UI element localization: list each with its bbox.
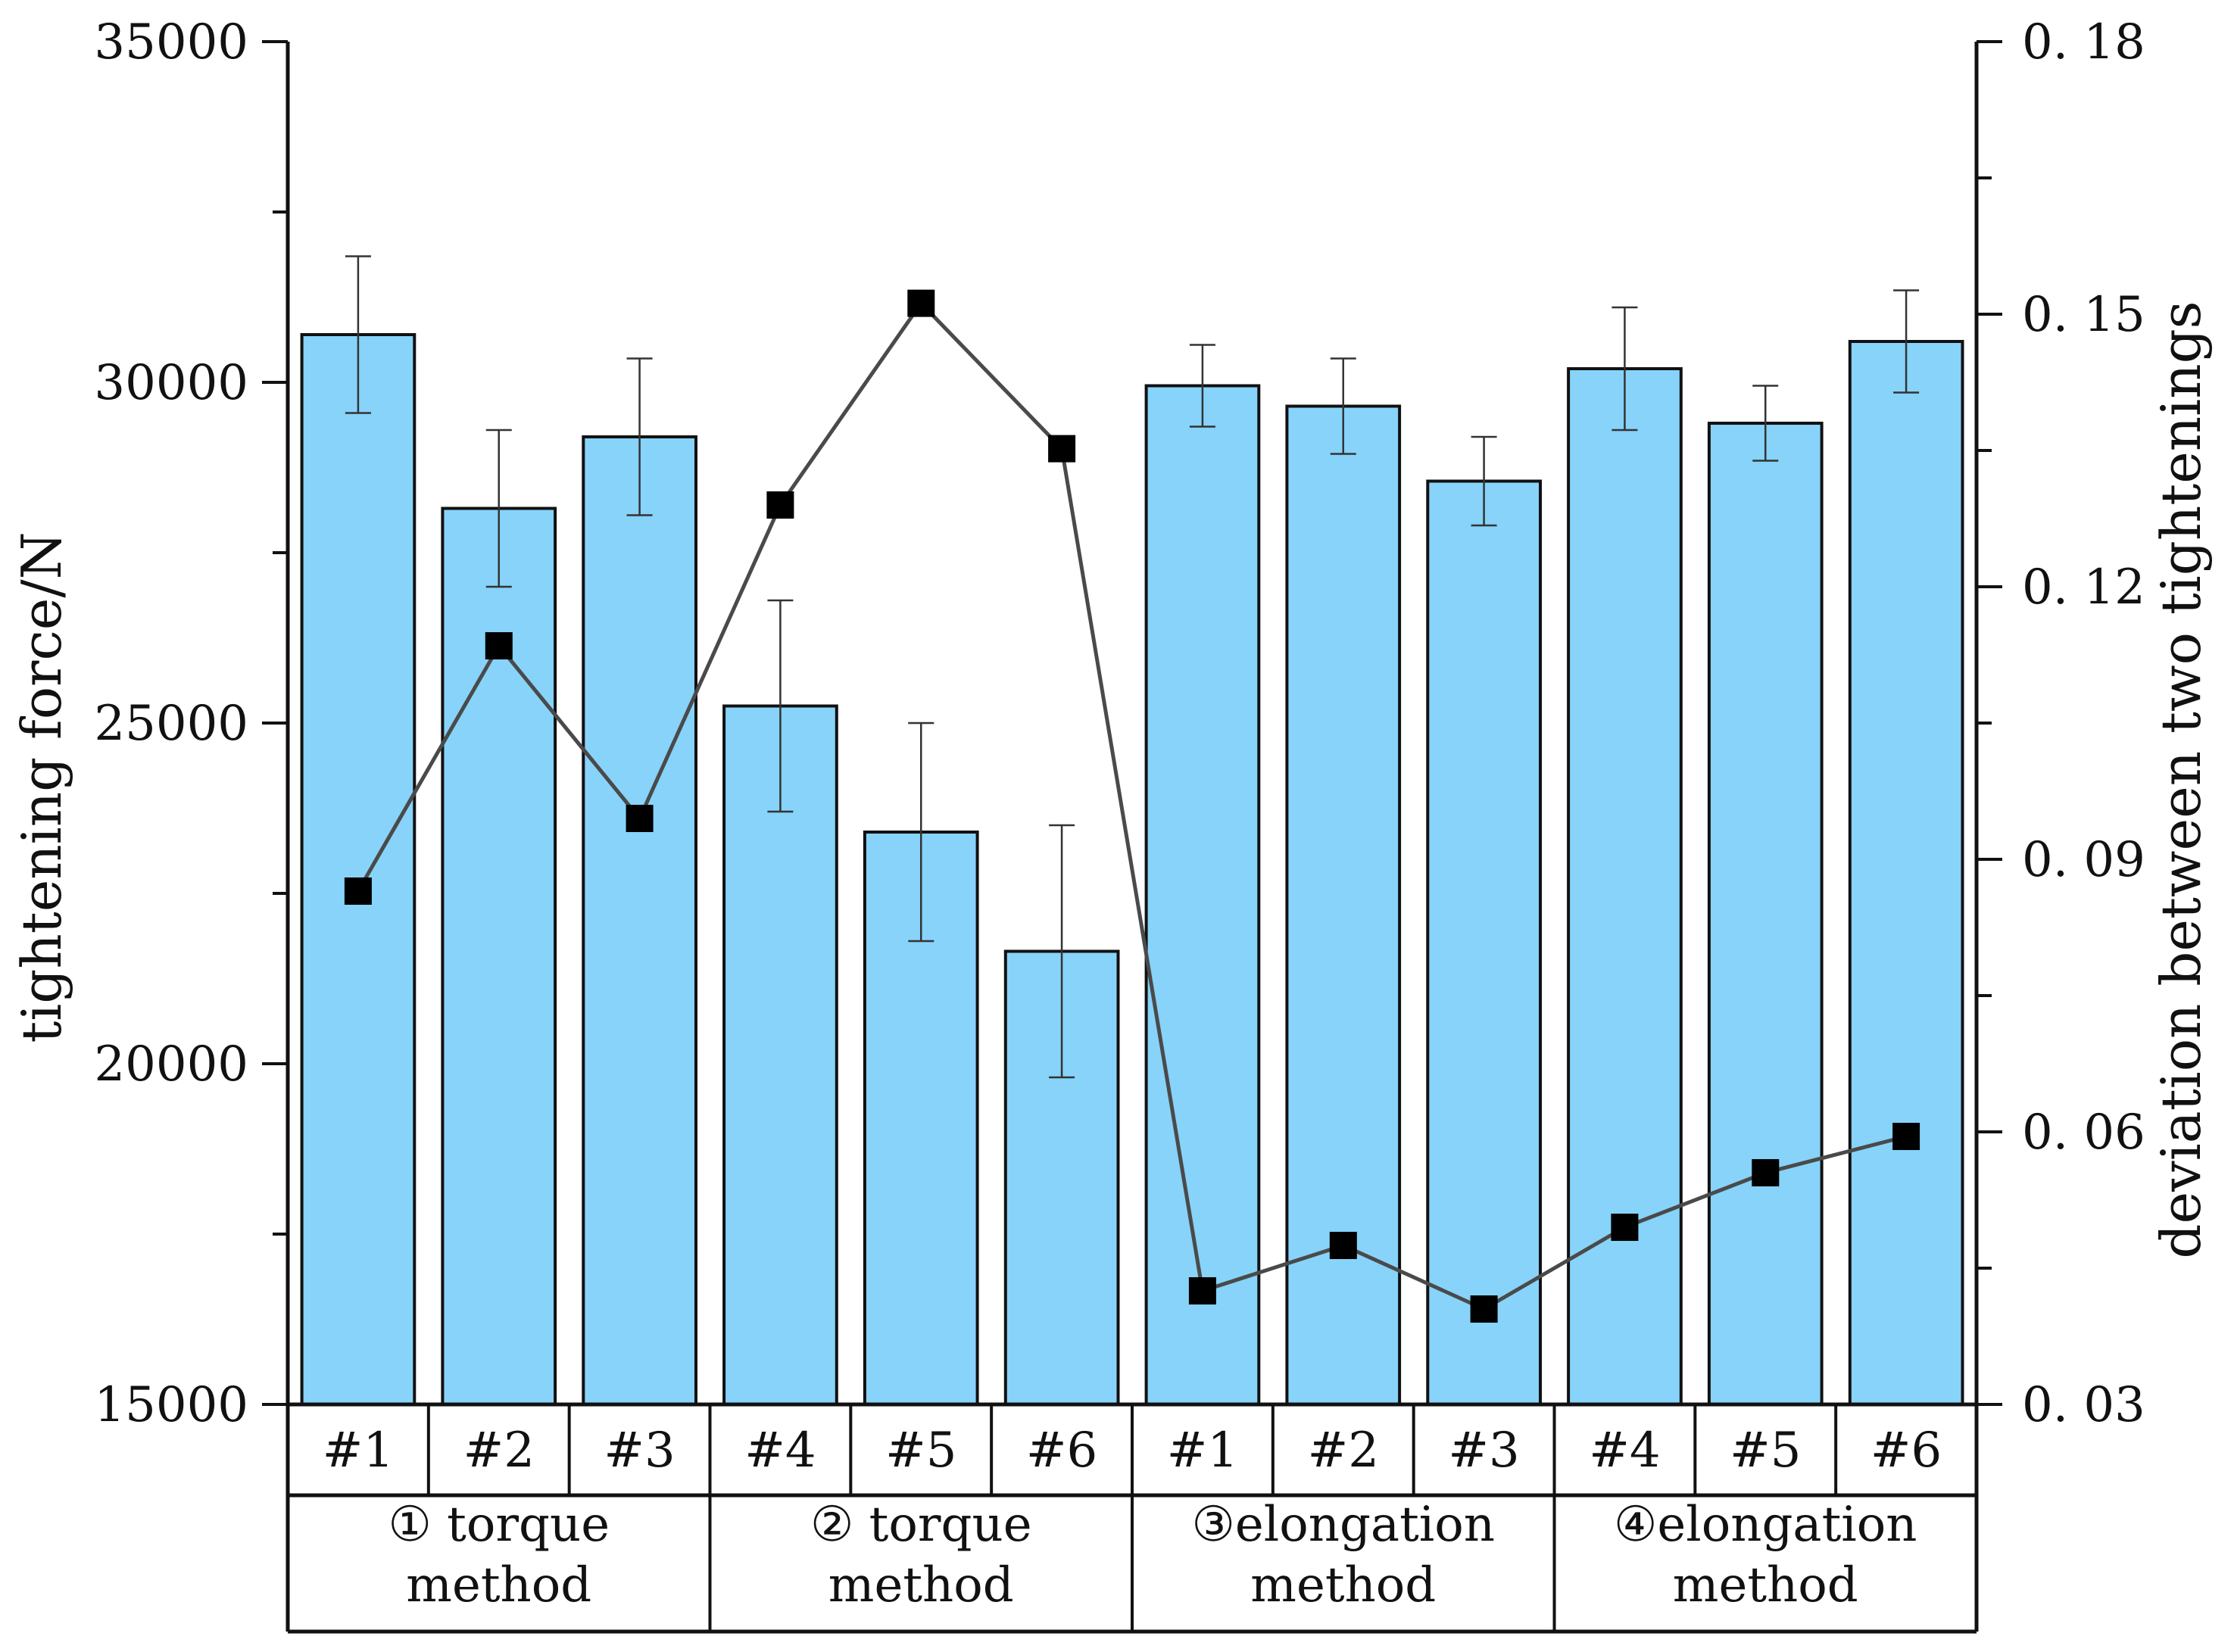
- error-bar-8: [1330, 357, 1356, 455]
- deviation-line: [356, 300, 1907, 1311]
- deviation-line-layer: [344, 289, 1920, 1323]
- category-label-3: #3: [604, 1423, 675, 1479]
- category-label-7: #1: [1167, 1423, 1238, 1479]
- deviation-point-2: [485, 632, 513, 659]
- error-bar-4: [767, 599, 794, 813]
- bar-7: [1144, 384, 1261, 1406]
- group-label-line1: ① torque: [388, 1497, 610, 1553]
- y2-axis-title: deviation between two tightenings: [2149, 301, 2213, 1258]
- group-label-line2: method: [406, 1557, 591, 1613]
- category-label-4: #4: [744, 1423, 816, 1479]
- axes-layer: 15000 20000 25000 30000 35000 0. 03 0. 06 0. 09…: [94, 14, 2145, 1433]
- y-tick-label: 35000: [94, 14, 248, 70]
- group-label-line1: ④elongation: [1614, 1497, 1917, 1553]
- category-label-8: #2: [1308, 1423, 1379, 1479]
- deviation-point-3: [626, 805, 654, 832]
- y-axis-title: tightening force/N: [10, 531, 73, 1043]
- bar-4: [722, 704, 838, 1406]
- error-bars-layer: [345, 255, 1920, 1079]
- category-label-6: #6: [1026, 1423, 1097, 1479]
- y2-tick-label: 0. 15: [2022, 287, 2145, 343]
- y-tick-label: 30000: [94, 355, 248, 411]
- deviation-point-7: [1188, 1277, 1216, 1304]
- category-label-5: #5: [885, 1423, 956, 1479]
- y2-tick-label: 0. 18: [2022, 14, 2145, 70]
- category-label-10: #4: [1589, 1423, 1660, 1479]
- error-bar-7: [1189, 344, 1215, 428]
- group-label-line2: method: [828, 1557, 1014, 1613]
- bar-3: [582, 435, 697, 1406]
- error-bar-5: [908, 722, 934, 943]
- deviation-point-10: [1611, 1214, 1639, 1241]
- group-label-line1: ③elongation: [1191, 1497, 1495, 1553]
- y2-tick-label: 0. 03: [2022, 1377, 2145, 1433]
- category-label-1: #1: [323, 1423, 394, 1479]
- bar-9: [1426, 479, 1543, 1406]
- y2-tick-label: 0. 12: [2022, 559, 2145, 616]
- bar-1: [300, 333, 417, 1406]
- y-tick-label: 20000: [94, 1036, 248, 1093]
- category-label-9: #3: [1448, 1423, 1519, 1479]
- category-label-12: #6: [1871, 1423, 1942, 1479]
- error-bar-2: [485, 429, 512, 588]
- y-tick-label: 25000: [94, 696, 248, 752]
- group-label-line2: method: [1673, 1557, 1858, 1613]
- error-bar-10: [1612, 306, 1638, 432]
- error-bar-6: [1049, 824, 1075, 1079]
- deviation-point-4: [766, 491, 794, 519]
- deviation-point-12: [1892, 1123, 1920, 1150]
- deviation-point-9: [1470, 1295, 1498, 1323]
- y2-tick-label: 0. 09: [2022, 832, 2145, 888]
- y2-tick-label: 0. 06: [2022, 1105, 2145, 1161]
- group-label-line1: ② torque: [810, 1497, 1032, 1553]
- error-bar-12: [1893, 289, 1920, 394]
- deviation-point-1: [344, 877, 372, 905]
- bar-11: [1707, 422, 1824, 1406]
- deviation-point-11: [1752, 1159, 1780, 1186]
- y-tick-label: 15000: [94, 1377, 248, 1433]
- group-label-line2: method: [1250, 1557, 1436, 1613]
- category-table: #1 #2 #3 #4 #5 #6 #1 #2 #3 #4 #5 #6① torquemethod② …: [285, 1404, 1979, 1634]
- bar-12: [1848, 340, 1964, 1406]
- deviation-point-8: [1329, 1232, 1357, 1259]
- deviation-point-5: [907, 289, 935, 317]
- category-label-11: #5: [1730, 1423, 1801, 1479]
- error-bar-9: [1471, 435, 1497, 527]
- error-bar-11: [1752, 385, 1779, 462]
- error-bar-3: [626, 357, 653, 516]
- category-label-2: #2: [463, 1423, 535, 1479]
- error-bar-1: [345, 255, 371, 414]
- deviation-point-6: [1048, 435, 1076, 463]
